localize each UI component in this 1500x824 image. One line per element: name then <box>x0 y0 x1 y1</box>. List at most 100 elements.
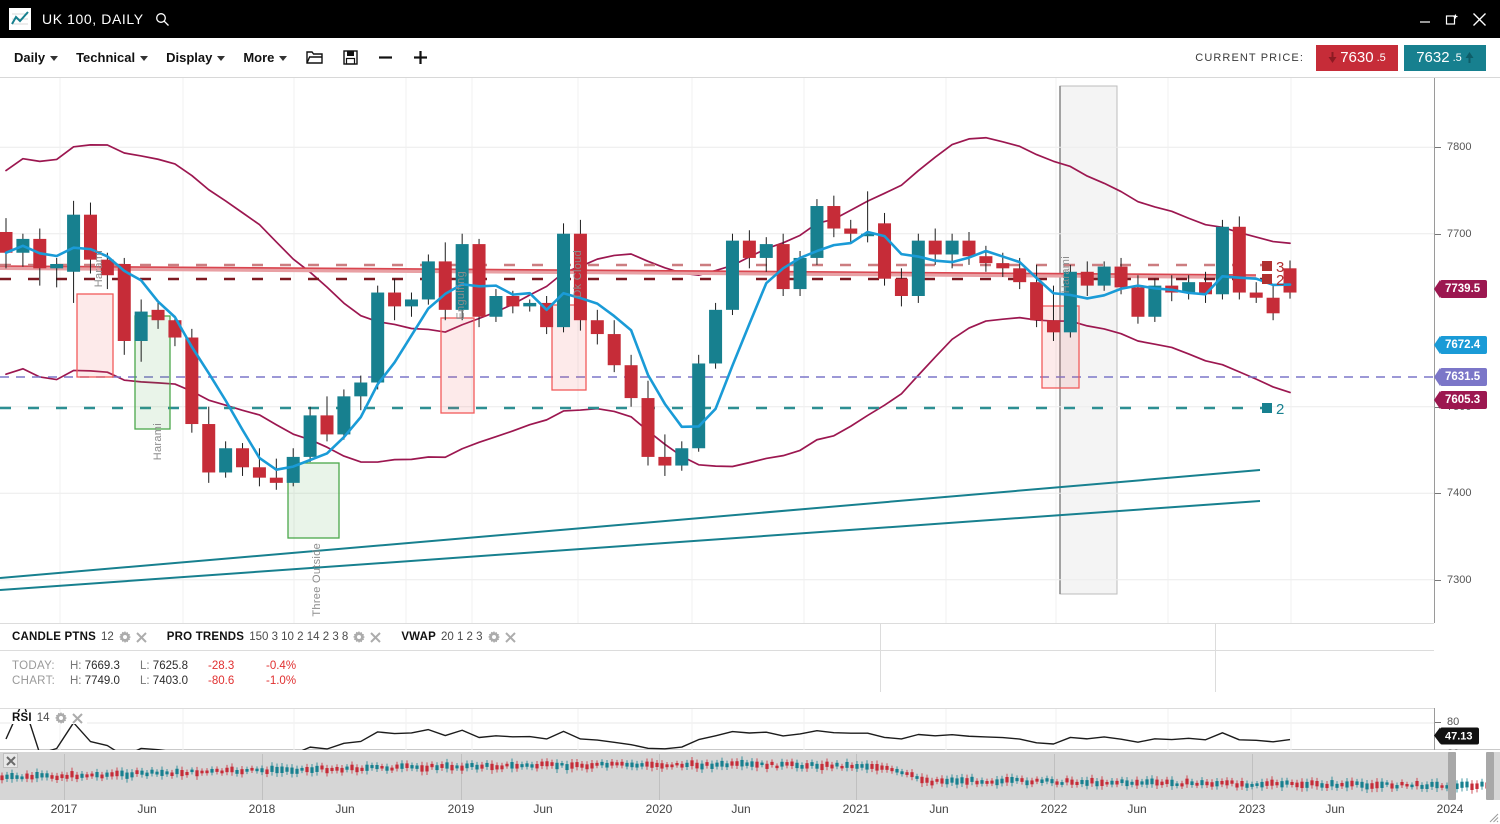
down-arrow-icon <box>1328 52 1337 63</box>
restore-icon[interactable] <box>1445 12 1459 26</box>
navigator-label: Jun <box>335 802 355 816</box>
ohlc-label: TODAY: <box>12 659 55 672</box>
gear-icon[interactable] <box>487 631 500 643</box>
rsi-value-badge[interactable]: 47.13 <box>1434 727 1479 745</box>
ask-price-badge[interactable]: 7632 .5 <box>1404 44 1486 71</box>
display-menu-label: Display <box>166 50 213 65</box>
technical-menu-label: Technical <box>76 50 136 65</box>
chevron-down-icon <box>279 56 288 61</box>
indicator-candle-ptns[interactable]: CANDLE PTNS 12 <box>0 624 157 650</box>
legend-divider <box>880 623 881 692</box>
navigator-label: Jun <box>1325 802 1345 816</box>
ohlc-high: H: 7669.3 <box>70 660 140 672</box>
price-tick-label: 7800 <box>1447 141 1472 154</box>
close-icon[interactable] <box>71 712 83 724</box>
navigator-close-button[interactable] <box>3 753 18 768</box>
window-controls <box>1419 12 1487 27</box>
close-icon[interactable] <box>136 631 147 643</box>
chevron-down-icon <box>140 56 149 61</box>
navigator[interactable]: 2017 Jun 2018 Jun 2019 Jun 2020 Jun 2021 Jun 2022 J… <box>0 750 1500 824</box>
navigator-gridline <box>262 754 263 800</box>
ohlc-low: L: 7403.0 <box>140 675 208 687</box>
indicator-name: CANDLE PTNS <box>12 631 96 643</box>
low-value: 7625.8 <box>152 659 188 672</box>
resize-grip-icon[interactable] <box>1487 811 1499 823</box>
technical-menu[interactable]: Technical <box>67 38 157 77</box>
zoom-out-button[interactable] <box>368 38 403 77</box>
more-menu-label: More <box>243 50 275 65</box>
navigator-gridline <box>659 754 660 800</box>
legend-divider <box>1215 623 1216 692</box>
low-label: L: <box>140 674 150 687</box>
title-bar: UK 100, DAILY <box>0 0 1500 38</box>
rsi-tick <box>1435 722 1441 723</box>
ohlc-row-today: TODAY: H: 7669.3 L: 7625.8 -28.3 -0.4% <box>12 658 880 673</box>
navigator-gridline <box>856 754 857 800</box>
floppy-save-icon[interactable] <box>333 38 368 77</box>
search-icon[interactable] <box>155 12 170 27</box>
ask-price-value: 7632 <box>1416 49 1450 66</box>
more-menu[interactable]: More <box>234 38 296 77</box>
navigator-label: Jun <box>929 802 949 816</box>
indicator-params: 12 <box>100 631 114 643</box>
low-label: L: <box>140 659 150 672</box>
navigator-gridline <box>64 754 65 800</box>
price-tick-label: 7400 <box>1447 487 1472 500</box>
up-arrow-icon <box>1465 52 1474 63</box>
bid-price-value: 7630 <box>1340 49 1374 66</box>
zoom-in-button[interactable] <box>403 38 438 77</box>
price-tick-label: 7300 <box>1447 573 1472 586</box>
indicator-params: 150 3 10 2 14 2 3 8 <box>249 631 349 643</box>
gear-icon[interactable] <box>118 631 131 643</box>
navigator-gridline <box>461 754 462 800</box>
last-price-badge[interactable]: 7631.5 <box>1433 368 1488 386</box>
timeframe-menu-label: Daily <box>14 50 46 65</box>
close-icon[interactable] <box>1472 12 1487 27</box>
minimize-icon[interactable] <box>1419 13 1432 26</box>
gear-icon[interactable] <box>54 712 67 724</box>
close-icon[interactable] <box>370 631 382 643</box>
rsi-tick-label: 80 <box>1447 716 1460 728</box>
symbol-title: UK 100, DAILY <box>42 11 144 27</box>
price-badge-value: 7739.5 <box>1445 283 1481 295</box>
navigator-time-labels: 2017 Jun 2018 Jun 2019 Jun 2020 Jun 2021 Jun 2022 J… <box>0 802 1500 824</box>
upper-band-badge[interactable]: 7739.5 <box>1433 280 1488 298</box>
price-tick-label: 7700 <box>1447 227 1472 240</box>
indicator-params: 20 1 2 3 <box>440 631 483 643</box>
vwap-badge[interactable]: 7672.4 <box>1433 336 1488 354</box>
svg-text:3: 3 <box>1276 259 1284 276</box>
navigator-selection-window[interactable] <box>1452 752 1490 800</box>
gear-icon[interactable] <box>353 631 366 643</box>
indicator-name: PRO TRENDS <box>166 631 245 643</box>
navigator-label: 2021 <box>842 802 870 816</box>
lower-band-badge[interactable]: 7605.3 <box>1433 391 1488 409</box>
rsi-name: RSI <box>12 712 32 724</box>
rsi-legend[interactable]: RSI 14 <box>12 712 87 724</box>
navigator-gridline <box>1252 754 1253 800</box>
high-label: H: <box>70 674 82 687</box>
indicator-pro-trends[interactable]: PRO TRENDS 150 3 10 2 14 2 3 8 <box>157 624 392 650</box>
price-tick <box>1435 579 1441 581</box>
rsi-params: 14 <box>36 712 50 724</box>
navigator-label: Jun <box>533 802 553 816</box>
bid-price-badge[interactable]: 7630 .5 <box>1316 44 1398 71</box>
navigator-label: Jun <box>731 802 751 816</box>
timeframe-menu[interactable]: Daily <box>5 38 67 77</box>
navigator-label: Jun <box>1127 802 1147 816</box>
navigator-label: 2017 <box>50 802 78 816</box>
price-axis[interactable]: 780077007500740073007739.57672.47631.576… <box>1433 78 1500 623</box>
close-icon[interactable] <box>504 631 516 643</box>
price-tick <box>1435 233 1441 235</box>
ohlc-low: L: 7625.8 <box>140 660 208 672</box>
navigator-handle-right[interactable] <box>1486 752 1494 800</box>
folder-open-icon[interactable] <box>296 38 333 77</box>
navigator-strip[interactable] <box>0 752 1500 800</box>
navigator-handle-left[interactable] <box>1448 752 1456 800</box>
display-menu[interactable]: Display <box>157 38 234 77</box>
indicator-vwap[interactable]: VWAP 20 1 2 3 <box>391 624 525 650</box>
ohlc-high: H: 7749.0 <box>70 675 140 687</box>
navigator-label: 2024 <box>1436 802 1464 816</box>
